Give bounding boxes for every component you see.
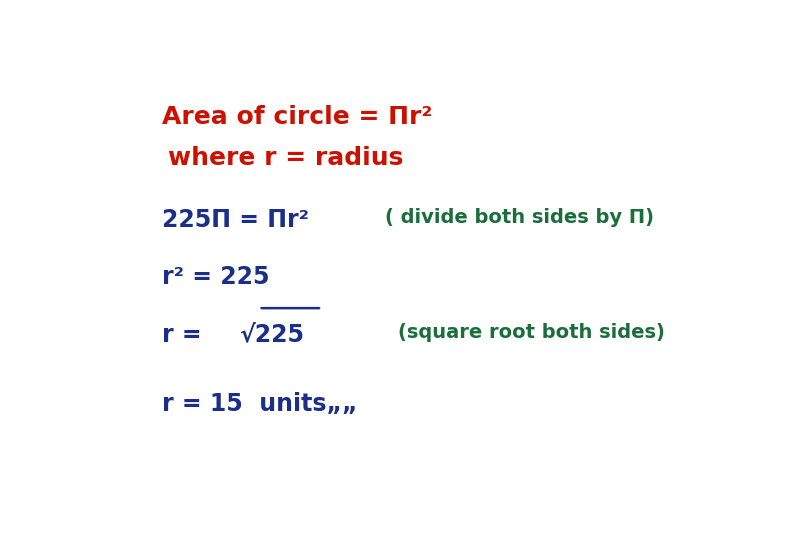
Text: 225Π = Πr²: 225Π = Πr²: [162, 207, 309, 232]
Text: where r = radius: where r = radius: [168, 146, 403, 170]
Text: r² = 225: r² = 225: [162, 265, 270, 289]
Text: ( divide both sides by Π): ( divide both sides by Π): [386, 207, 654, 227]
Text: r = 15  units„„: r = 15 units„„: [162, 392, 358, 416]
Text: Area of circle = Πr²: Area of circle = Πr²: [162, 105, 432, 129]
Text: √225: √225: [239, 322, 305, 346]
Text: (square root both sides): (square root both sides): [398, 322, 665, 342]
Text: r =: r =: [162, 322, 210, 346]
